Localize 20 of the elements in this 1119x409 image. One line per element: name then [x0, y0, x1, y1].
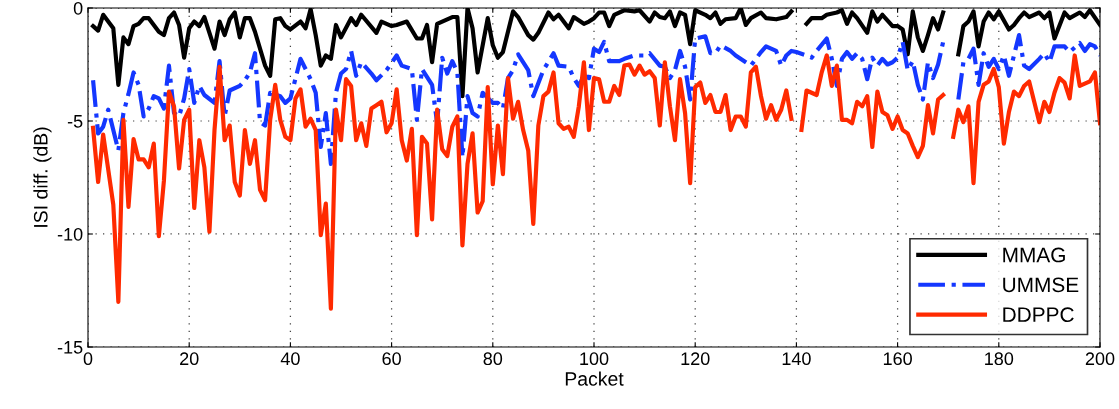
- x-tick-label: 20: [180, 352, 199, 366]
- x-tick-label: 160: [883, 352, 912, 366]
- x-tick-label: 140: [782, 352, 811, 366]
- legend-label: MMAG: [1003, 247, 1065, 263]
- y-tick-label: 0: [73, 1, 83, 15]
- y-tick-label: -5: [67, 115, 83, 128]
- x-tick-label: 0: [83, 352, 93, 366]
- y-axis-title: ISI diff. (dB): [33, 127, 52, 227]
- x-tick-label: 60: [382, 352, 401, 366]
- x-tick-label: 180: [985, 352, 1014, 366]
- y-tick-label: -10: [57, 227, 83, 241]
- x-tick-label: 120: [681, 352, 710, 366]
- y-tick-label: -15: [57, 341, 83, 354]
- x-axis-title: Packet: [565, 371, 624, 386]
- legend-label: DDPPC: [1003, 307, 1074, 323]
- x-tick-label: 100: [580, 352, 609, 366]
- x-tick-label: 200: [1085, 352, 1115, 366]
- x-tick-label: 40: [280, 352, 300, 366]
- legend-label: UMMSE: [1003, 277, 1079, 293]
- x-tick-label: 80: [483, 352, 503, 366]
